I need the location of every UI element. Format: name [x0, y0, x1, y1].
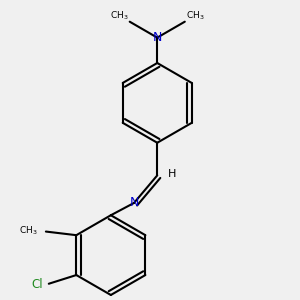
Text: CH$_3$: CH$_3$	[110, 10, 129, 22]
Text: CH$_3$: CH$_3$	[186, 10, 204, 22]
Text: H: H	[168, 169, 176, 179]
Text: Cl: Cl	[32, 278, 43, 291]
Text: N: N	[153, 31, 162, 44]
Text: N: N	[129, 196, 139, 209]
Text: CH$_3$: CH$_3$	[19, 225, 37, 237]
